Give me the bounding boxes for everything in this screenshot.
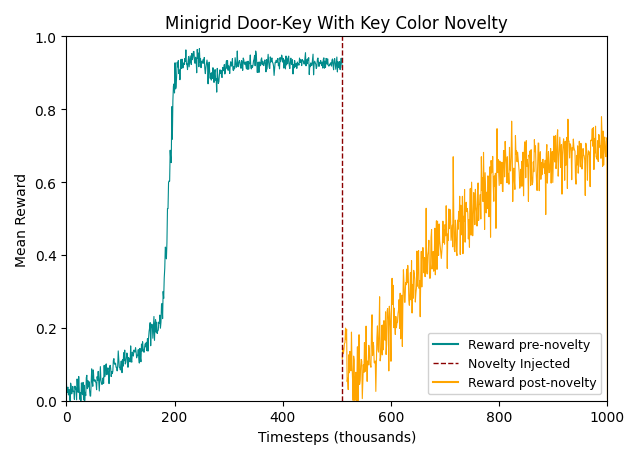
Reward pre-novelty: [339, 66, 346, 71]
Reward post-novelty: [449, 245, 456, 250]
X-axis label: Timesteps (thousands): Timesteps (thousands): [258, 430, 416, 444]
Line: Reward pre-novelty: Reward pre-novelty: [67, 50, 342, 401]
Title: Minigrid Door-Key With Key Color Novelty: Minigrid Door-Key With Key Color Novelty: [166, 15, 508, 33]
Reward post-novelty: [476, 192, 484, 198]
Reward pre-novelty: [189, 56, 196, 61]
Reward post-novelty: [339, 356, 346, 362]
Reward post-novelty: [353, 398, 360, 403]
Reward post-novelty: [604, 396, 611, 402]
Legend: Reward pre-novelty, Novelty Injected, Reward post-novelty: Reward pre-novelty, Novelty Injected, Re…: [428, 333, 601, 395]
Line: Reward post-novelty: Reward post-novelty: [342, 118, 607, 401]
Reward post-novelty: [561, 139, 569, 145]
Reward post-novelty: [550, 157, 558, 163]
Reward pre-novelty: [196, 47, 204, 52]
Y-axis label: Mean Reward: Mean Reward: [15, 172, 29, 266]
Reward post-novelty: [470, 190, 477, 196]
Reward pre-novelty: [103, 372, 111, 378]
Reward pre-novelty: [97, 377, 105, 383]
Reward pre-novelty: [198, 59, 205, 65]
Reward pre-novelty: [66, 398, 74, 403]
Reward pre-novelty: [131, 349, 138, 355]
Reward post-novelty: [598, 115, 605, 120]
Reward pre-novelty: [93, 374, 101, 380]
Reward post-novelty: [568, 178, 575, 183]
Reward pre-novelty: [63, 376, 70, 381]
